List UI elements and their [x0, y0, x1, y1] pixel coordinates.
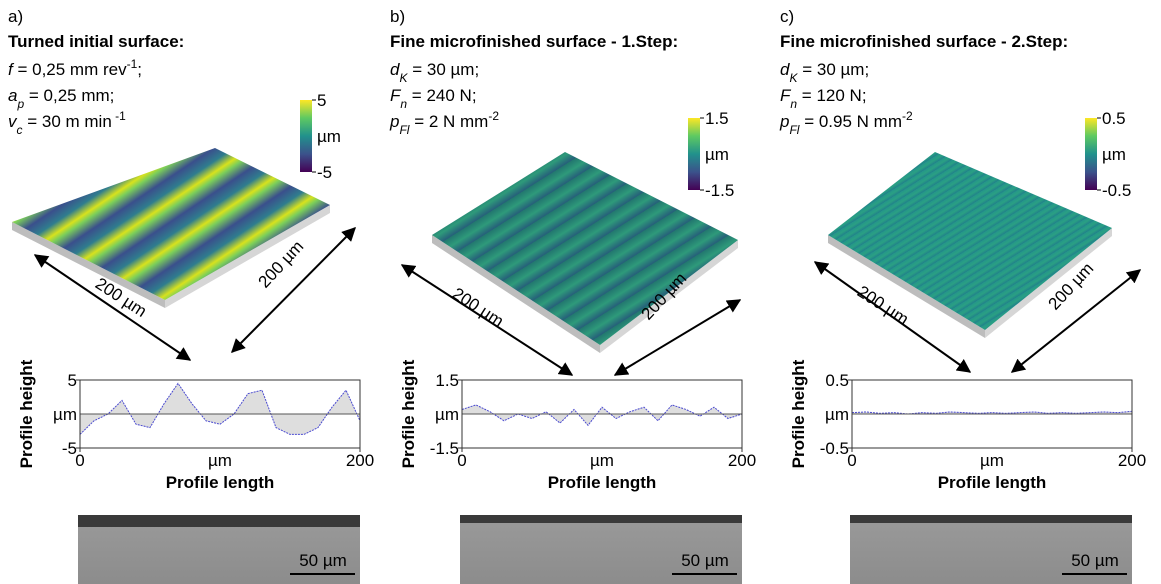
y-tick-label: -1.5	[430, 439, 459, 458]
colorbar-tick-label: -0.5	[1102, 181, 1131, 200]
parameter-part: = 2 N mm	[409, 112, 488, 131]
colorbar-tick-label: 0.5	[1102, 109, 1126, 128]
parameter-part: Fl	[789, 123, 799, 137]
x-axis-label: Profile length	[548, 473, 657, 492]
sem-edge	[850, 515, 1132, 523]
panel-label: c)	[780, 7, 794, 26]
colorbar-tick-label: 5	[317, 91, 326, 110]
scale-bar-label: 50 µm	[299, 551, 347, 570]
parameter-part: = 240 N;	[407, 86, 476, 105]
colorbar-tick-label: -5	[317, 163, 332, 182]
parameter: f = 0,25 mm rev-1;	[8, 57, 142, 79]
colorbar	[300, 100, 312, 172]
y-axis-label: Profile height	[789, 359, 808, 468]
parameter-part: = 30 µm;	[797, 60, 869, 79]
parameter-part: -1	[112, 109, 126, 123]
surface	[12, 148, 330, 300]
parameter-part: p	[779, 112, 789, 131]
y-tick-label: 1.5	[435, 371, 459, 390]
parameter-part: Fl	[399, 123, 409, 137]
x-tick-label: 0	[847, 451, 856, 470]
parameter-part: -1	[127, 57, 138, 71]
scale-bar-label: 50 µm	[681, 551, 729, 570]
x-unit: µm	[980, 451, 1004, 470]
parameter: dK = 30 µm;	[390, 60, 479, 85]
y-tick-label: -0.5	[820, 439, 849, 458]
parameter-part: -2	[902, 109, 913, 123]
parameter-part: p	[389, 112, 399, 131]
parameter-part: = 0,25 mm;	[24, 86, 114, 105]
x-axis-label: Profile length	[166, 473, 275, 492]
y-axis-label: Profile height	[17, 359, 36, 468]
y-tick-label: 0.5	[825, 371, 849, 390]
parameter-part: = 120 N;	[797, 86, 866, 105]
colorbar	[1085, 118, 1097, 190]
x-unit: µm	[208, 451, 232, 470]
parameter: dK = 30 µm;	[780, 60, 869, 85]
parameter: pFl = 2 N mm-2	[389, 109, 499, 137]
x-unit: µm	[590, 451, 614, 470]
parameter: Fn = 120 N;	[780, 86, 867, 111]
parameter: pFl = 0.95 N mm-2	[779, 109, 913, 137]
x-tick-label: 0	[457, 451, 466, 470]
x-tick-label: 200	[1118, 451, 1146, 470]
colorbar-tick-label: 1.5	[705, 109, 729, 128]
sem-edge	[460, 515, 742, 523]
parameter: ap = 0,25 mm;	[8, 86, 114, 111]
profile-area	[462, 405, 742, 425]
colorbar-unit: µm	[317, 127, 341, 146]
y-axis-label: Profile height	[399, 359, 418, 468]
x-axis-label: Profile length	[938, 473, 1047, 492]
scale-bar-label: 50 µm	[1071, 551, 1119, 570]
y-tick-label: 5	[68, 371, 77, 390]
parameter-part: = 0.95 N mm	[799, 112, 902, 131]
panel-title: Fine microfinished surface - 2.Step:	[780, 32, 1068, 51]
parameter-part: = 30 µm;	[407, 60, 479, 79]
parameter-part: ;	[137, 60, 142, 79]
colorbar-unit: µm	[1102, 145, 1126, 164]
parameter-part: = 0,25 mm rev	[13, 60, 127, 79]
x-tick-label: 0	[75, 451, 84, 470]
dimension-label: 200 µm	[854, 282, 912, 329]
parameter: Fn = 240 N;	[390, 86, 477, 111]
panel-label: b)	[390, 7, 405, 26]
colorbar-tick-label: -1.5	[705, 181, 734, 200]
sem-edge	[78, 515, 360, 527]
dimension-label: 200 µm	[449, 284, 507, 331]
panel-title: Turned initial surface:	[8, 32, 184, 51]
parameter: vc = 30 m min -1	[8, 109, 126, 137]
y-unit: µm	[435, 405, 459, 424]
parameter-part: -2	[488, 109, 499, 123]
y-unit: µm	[825, 405, 849, 424]
colorbar-unit: µm	[705, 145, 729, 164]
parameter-part: = 30 m min	[23, 112, 112, 131]
x-tick-label: 200	[728, 451, 756, 470]
parameter-part: a	[8, 86, 17, 105]
colorbar	[688, 118, 700, 190]
panel-title: Fine microfinished surface - 1.Step:	[390, 32, 678, 51]
x-tick-label: 200	[346, 451, 374, 470]
y-unit: µm	[53, 405, 77, 424]
panel-label: a)	[8, 7, 23, 26]
figure: a) Turned initial surface: f = 0,25 mm rev…	[0, 0, 1161, 584]
